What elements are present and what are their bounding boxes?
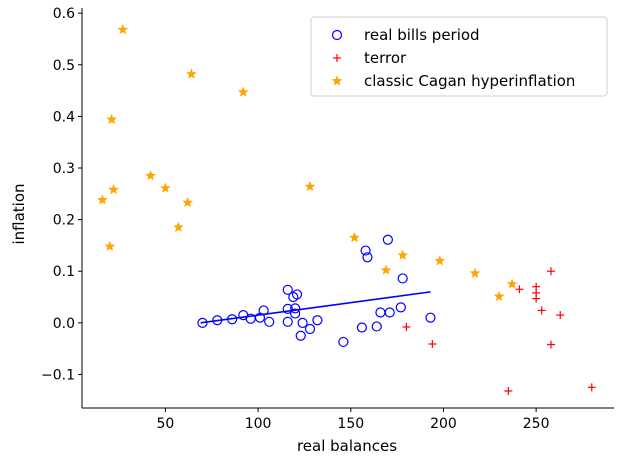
data-point	[397, 273, 408, 284]
series-1	[402, 267, 596, 395]
data-point	[395, 302, 406, 313]
data-point	[360, 245, 371, 256]
y-tick-label: 0.5	[53, 58, 75, 74]
data-point	[587, 383, 596, 392]
data-point	[362, 252, 373, 263]
y-tick-label: −0.1	[41, 367, 75, 383]
data-point	[469, 267, 481, 278]
data-point	[182, 196, 193, 208]
data-point	[290, 303, 301, 314]
data-point	[173, 221, 184, 232]
legend-marker	[331, 29, 343, 41]
data-point	[428, 340, 437, 348]
legend-label: real bills period	[364, 26, 480, 44]
data-point	[515, 285, 524, 294]
data-point	[258, 305, 269, 316]
data-point	[237, 86, 249, 97]
data-point	[532, 294, 541, 303]
x-tick-label: 50	[157, 416, 175, 432]
data-point	[186, 68, 197, 79]
legend-item: real bills period	[331, 26, 480, 44]
legend-item: classic Cagan hyperinflation	[331, 72, 575, 90]
y-tick-label: 0.1	[53, 264, 75, 280]
data-point	[108, 184, 119, 195]
data-point	[304, 180, 316, 192]
y-tick-label: 0.0	[53, 316, 75, 332]
data-point	[97, 194, 108, 205]
y-tick-label: 0.6	[53, 6, 75, 22]
data-point	[493, 290, 505, 302]
data-point	[506, 278, 518, 289]
data-point	[264, 316, 275, 327]
data-point	[104, 240, 116, 251]
data-point	[380, 264, 392, 275]
plot-area	[97, 24, 596, 395]
series-2	[97, 24, 518, 302]
data-point	[425, 312, 436, 323]
legend-marker	[331, 75, 343, 86]
data-point	[290, 308, 301, 319]
data-point	[397, 249, 409, 260]
data-point	[382, 234, 393, 245]
data-point	[282, 316, 293, 327]
legend-label: terror	[364, 49, 407, 67]
data-point	[145, 170, 156, 181]
data-point	[197, 317, 208, 328]
data-point	[291, 289, 303, 300]
data-point	[402, 322, 411, 331]
data-point	[106, 113, 117, 125]
data-point	[546, 267, 555, 276]
y-tick-label: 0.3	[53, 161, 75, 177]
data-point	[556, 311, 565, 320]
x-axis-label: real balances	[297, 437, 397, 455]
data-point	[160, 182, 171, 193]
series-0	[197, 234, 436, 348]
data-point	[537, 306, 546, 315]
data-point	[375, 307, 386, 318]
data-point	[434, 255, 446, 266]
legend-item: terror	[333, 49, 407, 67]
data-point	[282, 303, 293, 315]
x-tick-label: 250	[523, 416, 550, 432]
x-tick-label: 150	[337, 416, 364, 432]
data-point	[227, 314, 238, 325]
data-point	[349, 232, 360, 243]
legend-marker	[333, 54, 341, 62]
data-point	[282, 284, 293, 295]
data-point	[338, 336, 349, 348]
data-point	[304, 323, 316, 335]
data-point	[384, 307, 395, 318]
axes-spines	[81, 8, 614, 409]
x-tick-label: 200	[430, 416, 457, 432]
legend-box	[310, 16, 608, 97]
legend-label: classic Cagan hyperinflation	[364, 72, 575, 90]
y-axis-ticks: −0.1 0.0 0.1 0.2 0.3 0.4 0.5 0.6	[41, 6, 82, 383]
y-axis-label: inflation	[10, 183, 28, 244]
legend: real bills period terror classic Cagan hyp…	[310, 16, 608, 97]
data-point	[546, 340, 555, 349]
x-tick-label: 100	[245, 416, 272, 432]
x-axis-ticks: 50 100 150 200 250	[157, 408, 550, 432]
y-tick-label: 0.4	[53, 109, 75, 125]
data-point	[356, 322, 368, 333]
y-tick-label: 0.2	[53, 213, 75, 229]
data-point	[504, 386, 513, 395]
data-point	[117, 24, 129, 35]
data-point	[297, 317, 308, 328]
data-point	[371, 321, 382, 332]
data-point	[212, 315, 223, 326]
data-point	[295, 330, 306, 341]
data-point	[312, 315, 323, 326]
